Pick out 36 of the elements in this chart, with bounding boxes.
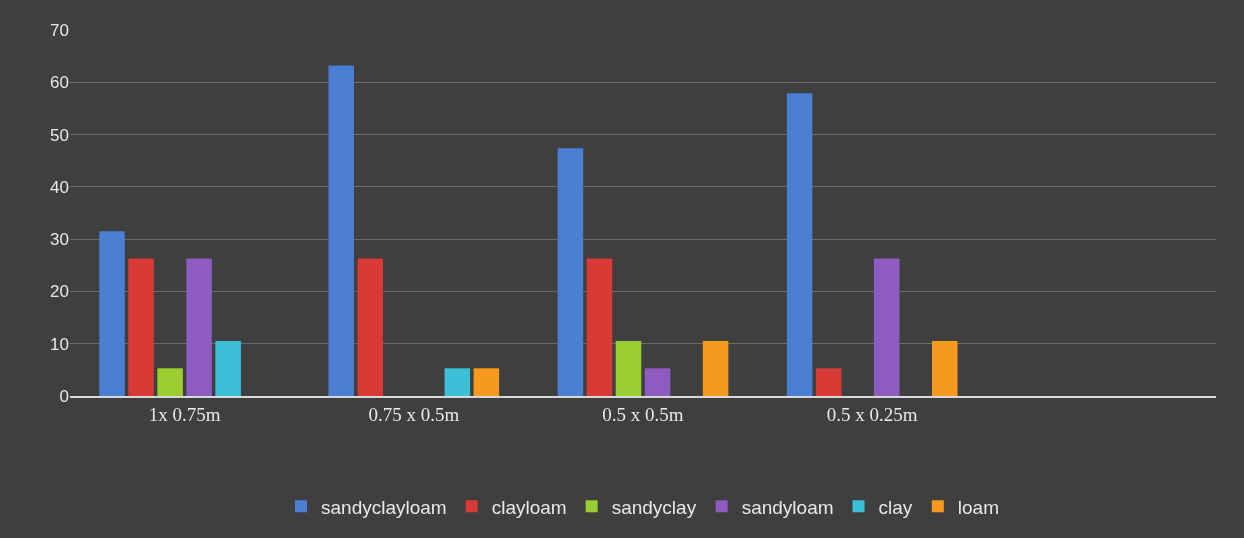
bar xyxy=(357,258,384,396)
y-tick-label: 70 xyxy=(50,20,69,40)
legend-label: sandyloam xyxy=(741,496,834,518)
y-tick-label: 20 xyxy=(50,282,69,302)
y-tick-label: 10 xyxy=(50,334,69,354)
bar xyxy=(444,368,471,396)
bar xyxy=(615,341,642,396)
legend-label: loam xyxy=(957,496,1000,518)
bar xyxy=(815,368,842,396)
legend-label: clay xyxy=(878,496,913,518)
y-tick-label: 40 xyxy=(50,177,69,197)
legend-label: sandyclayloam xyxy=(321,496,447,518)
bar xyxy=(873,258,900,396)
x-tick-label: 1x 0.75m xyxy=(148,403,221,425)
y-tick-label: 60 xyxy=(50,73,69,93)
bar xyxy=(157,368,183,396)
legend-label: clayloam xyxy=(491,496,567,518)
y-tick-label: 0 xyxy=(59,386,69,406)
x-tick-label: 0.5 x 0.25m xyxy=(826,403,918,425)
bar xyxy=(932,341,958,396)
legend-label: sandyclay xyxy=(611,496,697,518)
bar xyxy=(557,148,584,396)
bar xyxy=(786,93,813,396)
bar xyxy=(586,258,613,396)
bar xyxy=(215,341,241,396)
x-tick-label: 0.5 x 0.5m xyxy=(602,403,684,425)
bar xyxy=(702,341,729,396)
bar xyxy=(473,368,500,396)
bar xyxy=(644,368,671,396)
bar xyxy=(328,65,354,396)
bar xyxy=(99,231,125,396)
y-tick-label: 50 xyxy=(50,125,69,145)
bar xyxy=(128,258,154,396)
x-tick-label: 0.75 x 0.5m xyxy=(368,403,460,425)
y-tick-label: 30 xyxy=(50,230,69,250)
bar xyxy=(186,258,212,396)
